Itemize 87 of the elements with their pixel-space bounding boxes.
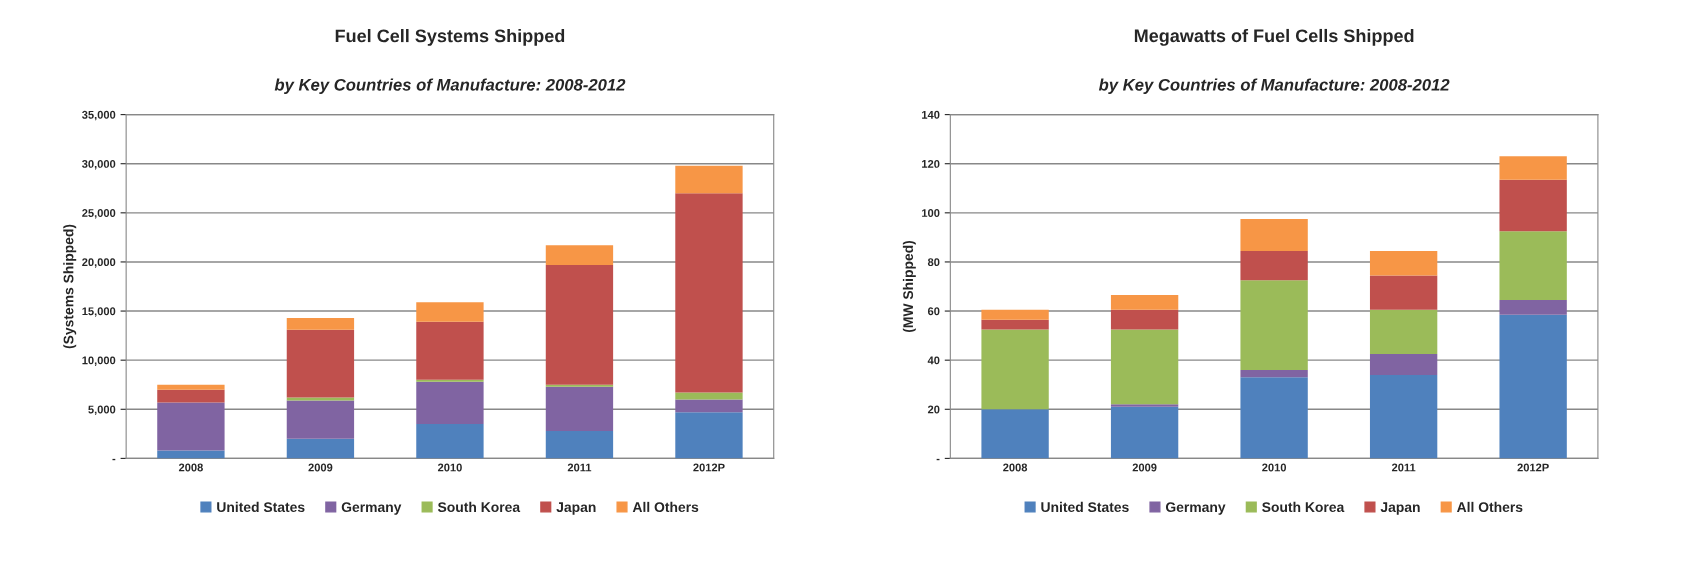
legend-label: United States <box>217 501 305 513</box>
bar <box>675 165 743 194</box>
bar <box>157 389 225 403</box>
y-tick-label: 100 <box>922 209 940 217</box>
y-tick-label: 30,000 <box>82 159 116 170</box>
bar <box>416 381 484 425</box>
y-tick-label: - <box>112 458 116 461</box>
bar <box>157 402 225 451</box>
bar <box>1499 314 1567 459</box>
y-tick-label: 20 <box>927 405 940 414</box>
bar <box>981 319 1049 330</box>
bar <box>545 386 614 431</box>
bar <box>286 400 355 439</box>
bar <box>545 430 614 459</box>
bar <box>1369 309 1438 355</box>
legend-label: Japan <box>1380 502 1420 515</box>
bar <box>675 193 743 393</box>
x-tick-label: 2010 <box>437 463 462 472</box>
bar <box>1369 275 1438 310</box>
chart-subtitle: by Key Countries of Manufacture: 2008-2012 <box>274 78 626 94</box>
y-tick-label: 25,000 <box>82 209 116 219</box>
y-tick-label: 140 <box>922 110 940 119</box>
bar <box>545 245 614 265</box>
x-tick-label: 2012P <box>693 463 725 472</box>
bar <box>981 309 1049 320</box>
legend-label: Germany <box>1165 502 1226 515</box>
y-tick-label: 20,000 <box>82 258 116 268</box>
bar <box>1499 231 1567 301</box>
y-tick-label: 10,000 <box>82 356 116 366</box>
bar <box>1369 354 1438 375</box>
legend-label: Japan <box>556 502 596 515</box>
bar <box>1369 374 1438 459</box>
chart-title: Fuel Cell Systems Shipped <box>335 29 565 46</box>
chart-title: Megawatts of Fuel Cells Shipped <box>1134 28 1414 46</box>
bar <box>675 412 743 459</box>
bar <box>675 399 743 413</box>
bar <box>1240 377 1308 459</box>
legend-label: All Others <box>632 501 699 513</box>
bar <box>286 317 355 330</box>
y-tick-label: 35,000 <box>82 110 116 121</box>
y-axis-title: (Systems Shipped) <box>63 224 77 349</box>
y-tick-label: 60 <box>927 307 940 316</box>
bar <box>286 329 355 398</box>
bar <box>157 450 225 459</box>
x-tick-label: 2010 <box>1262 463 1287 472</box>
legend-label: Germany <box>341 502 402 515</box>
bar <box>286 397 355 401</box>
x-tick-label: 2011 <box>1391 463 1416 472</box>
bar <box>981 329 1049 410</box>
x-tick-label: 2012P <box>1517 463 1549 472</box>
bar <box>1240 218 1308 251</box>
bar <box>416 321 484 380</box>
bar <box>1369 250 1438 276</box>
bar <box>157 384 225 390</box>
legend-label: South Korea <box>437 501 521 513</box>
bar <box>545 264 614 385</box>
bar <box>1240 369 1308 378</box>
x-tick-label: 2008 <box>178 463 203 472</box>
bar <box>1499 179 1567 232</box>
legend-label: South Korea <box>1262 501 1345 513</box>
bar <box>416 424 484 459</box>
bar <box>1110 406 1179 459</box>
y-tick-label: 40 <box>927 356 940 365</box>
bar <box>1240 280 1308 370</box>
y-axis-title: (MW Shipped) <box>902 240 916 333</box>
x-tick-label: 2011 <box>567 463 592 472</box>
bar <box>1110 329 1179 405</box>
chart-subtitle: by Key Countries of Manufacture: 2008-2012 <box>1098 78 1450 94</box>
y-tick-label: 5,000 <box>88 405 116 416</box>
bar <box>981 409 1049 459</box>
y-tick-label: 80 <box>927 258 940 267</box>
legend-label: United States <box>1041 501 1129 513</box>
legend-label: All Others <box>1456 501 1523 513</box>
bar <box>1240 250 1308 281</box>
y-tick-label: 120 <box>922 159 940 168</box>
bar <box>416 302 484 322</box>
x-tick-label: 2009 <box>1132 463 1157 472</box>
bar <box>1110 404 1179 407</box>
bar <box>286 438 355 459</box>
y-tick-label: - <box>936 458 940 461</box>
x-tick-label: 2009 <box>308 463 333 472</box>
bar <box>1499 156 1567 180</box>
bar <box>1110 295 1179 310</box>
y-tick-label: 15,000 <box>82 307 116 317</box>
bar <box>1110 309 1179 330</box>
x-tick-label: 2008 <box>1003 463 1028 472</box>
bar <box>1499 300 1567 315</box>
